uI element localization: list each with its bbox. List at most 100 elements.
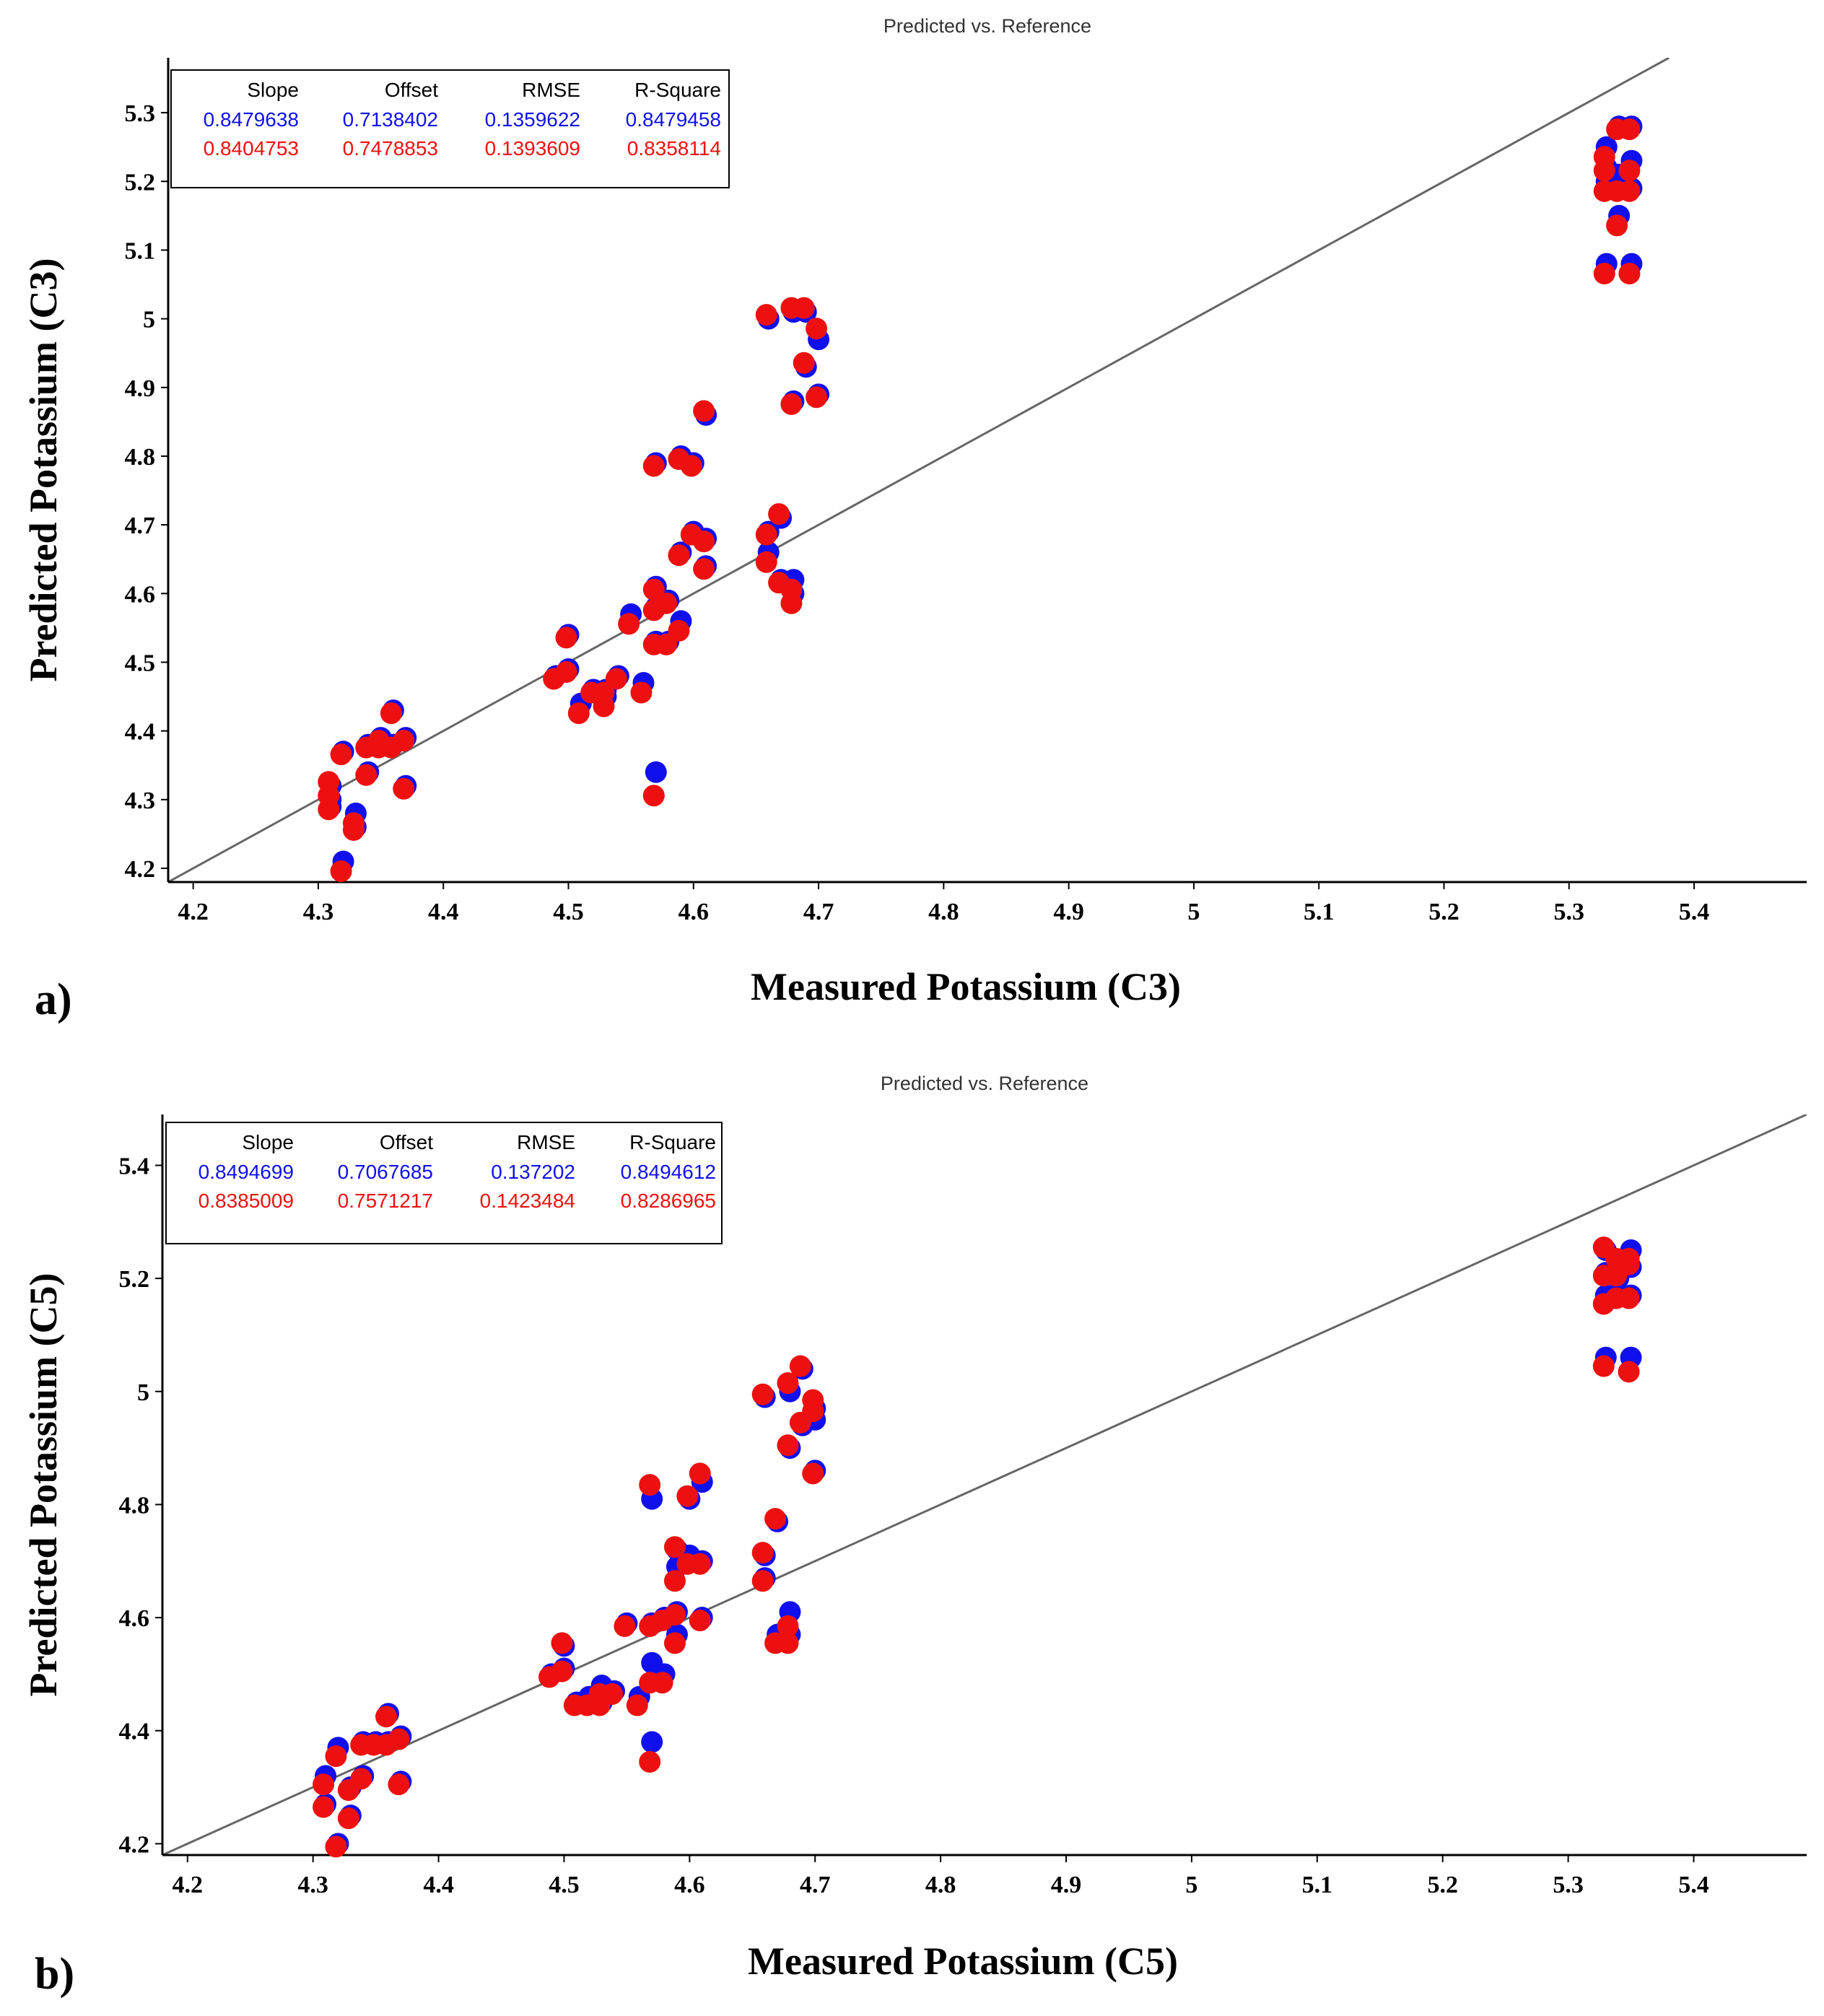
data-point-validation: [663, 1570, 686, 1592]
data-point-validation: [755, 551, 777, 573]
x-tick-label: 5.2: [1428, 899, 1459, 925]
reference-line: [162, 1114, 1807, 1855]
data-point-validation: [755, 523, 777, 546]
data-point-validation: [393, 777, 415, 800]
y-tick-label: 5.2: [119, 1266, 150, 1293]
data-point-validation: [330, 860, 352, 882]
data-point-validation: [1618, 160, 1641, 182]
x-tick-label: 4.9: [1053, 899, 1084, 925]
legend-value-calibration: 0.7067685: [338, 1161, 433, 1183]
x-tick-label: 5.3: [1553, 1872, 1584, 1898]
data-point-validation: [551, 1660, 573, 1683]
data-point-validation: [601, 1683, 624, 1705]
data-point-validation: [342, 819, 365, 841]
legend-value-calibration: 0.7138402: [343, 108, 438, 131]
data-point-validation: [780, 592, 803, 614]
y-tick-label: 4.4: [119, 1719, 150, 1745]
data-point-validation: [555, 660, 577, 683]
data-point-validation: [313, 1773, 335, 1796]
data-point-validation: [663, 1604, 686, 1626]
data-point-validation: [1592, 1355, 1615, 1377]
data-point-validation: [330, 743, 352, 766]
y-tick-label: 4.7: [125, 512, 156, 539]
data-point-validation: [680, 455, 702, 477]
x-tick-label: 5.1: [1304, 899, 1335, 925]
data-point-validation: [1618, 1361, 1640, 1383]
y-tick-label: 4.4: [125, 719, 156, 746]
data-point-validation: [605, 668, 627, 690]
x-tick-label: 4.7: [803, 899, 834, 925]
data-point-validation: [777, 1372, 799, 1395]
data-point-validation: [618, 613, 640, 635]
data-point-validation: [388, 1773, 410, 1796]
y-axis-label: Predicted Potassium (C3): [22, 258, 65, 682]
data-point-validation: [1606, 214, 1628, 237]
data-point-validation: [551, 1632, 573, 1654]
legend-value-validation: 0.8404753: [204, 137, 299, 160]
y-tick-label: 4.6: [125, 581, 156, 608]
series-calibration: [320, 115, 1643, 873]
x-axis-label: Measured Potassium (C3): [751, 965, 1181, 1008]
y-axis-label: Predicted Potassium (C5): [22, 1273, 65, 1697]
x-tick-label: 5: [1185, 1872, 1197, 1898]
data-point-validation: [663, 1536, 686, 1558]
data-point-validation: [655, 592, 678, 614]
data-point-validation: [313, 1796, 335, 1818]
panel-label: a): [35, 975, 72, 1024]
data-point-validation: [639, 1474, 661, 1496]
data-point-validation: [642, 578, 665, 601]
data-point-validation: [806, 386, 828, 409]
data-point-validation: [642, 785, 665, 807]
x-tick-label: 4.2: [178, 899, 209, 925]
y-tick-label: 4.9: [125, 375, 156, 402]
data-point-calibration: [645, 761, 667, 783]
legend-value-validation: 0.7571217: [338, 1190, 433, 1212]
series-validation: [313, 1236, 1640, 1858]
legend: Slope Offset RMSE R-Square 0.8479638 0.713840…: [170, 69, 730, 188]
data-point-validation: [806, 318, 828, 340]
data-point-validation: [388, 1728, 410, 1750]
legend-value-validation: 0.1393609: [485, 137, 580, 160]
x-tick-label: 4.2: [173, 1872, 204, 1898]
chart-title: Predicted vs. Reference: [883, 15, 1091, 37]
x-tick-label: 4.5: [549, 1872, 580, 1898]
y-tick-label: 4.8: [125, 444, 156, 471]
x-tick-label: 4.4: [423, 1872, 454, 1898]
chart-panel-b: Predicted vs. Reference 4.2 4.3 4.4 4.5 4.6 4.…: [22, 1073, 1807, 1999]
legend-value-calibration: 0.137202: [491, 1161, 575, 1183]
data-point-validation: [614, 1615, 636, 1637]
reference-line: [168, 58, 1670, 882]
data-point-validation: [555, 627, 577, 649]
data-point-validation: [751, 1542, 774, 1564]
series-validation: [318, 118, 1641, 882]
data-point-validation: [1618, 1287, 1640, 1309]
data-point-validation: [668, 544, 690, 567]
data-point-validation: [630, 681, 653, 704]
data-point-validation: [663, 1632, 686, 1654]
data-point-validation: [802, 1400, 824, 1423]
data-point-validation: [1618, 118, 1641, 141]
data-point-validation: [764, 1508, 787, 1530]
data-point-validation: [651, 1672, 673, 1694]
x-tick-label: 5.3: [1554, 899, 1585, 925]
legend-value-calibration: 0.8479458: [626, 108, 721, 131]
legend-box: [165, 1122, 723, 1244]
data-point-validation: [380, 702, 402, 725]
x-tick-label: 4.6: [674, 1872, 705, 1898]
y-tick-label: 5: [143, 307, 155, 333]
y-tick-label: 4.3: [125, 787, 156, 814]
data-point-validation: [780, 393, 803, 415]
y-tick-label: 4.6: [119, 1605, 150, 1632]
x-tick-label: 4.4: [428, 899, 459, 925]
data-point-validation: [689, 1553, 711, 1575]
data-point-validation: [793, 297, 815, 319]
legend-header: Slope: [247, 79, 299, 101]
legend-value-validation: 0.8358114: [627, 137, 721, 160]
data-point-validation: [689, 1610, 711, 1632]
legend-value-calibration: 0.8479638: [204, 108, 299, 131]
x-tick-label: 5.4: [1678, 1872, 1709, 1898]
data-point-validation: [693, 558, 715, 580]
data-point-validation: [777, 1434, 799, 1457]
data-point-validation: [693, 531, 715, 553]
